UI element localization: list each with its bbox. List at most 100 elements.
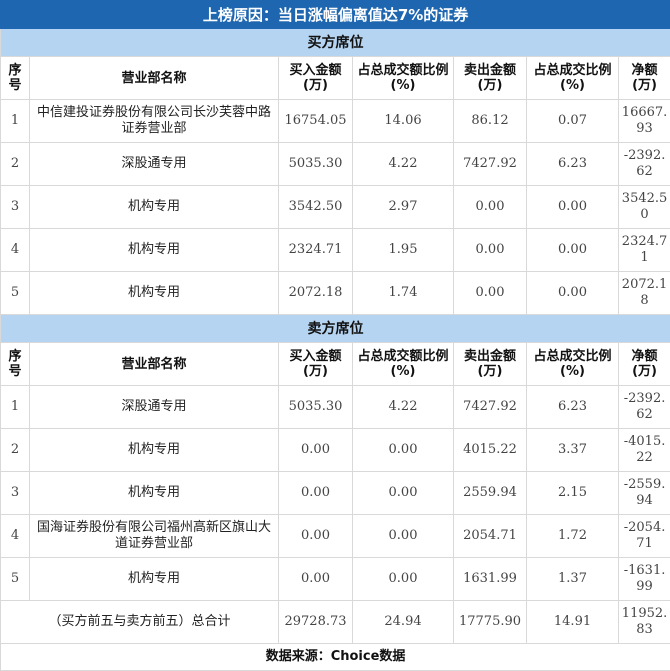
col-net-amount-cell: -2559.94: [619, 472, 670, 515]
col-buy-amount-cell: 2324.71: [279, 229, 353, 272]
col-buy-amount-cell: 5035.30: [279, 143, 353, 186]
col-buy-amount-cell: 0.00: [279, 429, 353, 472]
col-rank-cell: 2: [1, 429, 30, 472]
col-buy-amount-cell: 0.00: [279, 472, 353, 515]
col-sell-ratio-cell: 0.00: [527, 186, 619, 229]
col-buy-amount-cell: 5035.30: [279, 386, 353, 429]
col-rank-header: 序号: [1, 343, 30, 386]
total-label: （买方前五与卖方前五）总合计: [1, 601, 279, 644]
col-sell-amount-header: 卖出金额(万): [454, 57, 527, 100]
col-buy-ratio-cell: 1.95: [353, 229, 454, 272]
col-rank-cell: 3: [1, 472, 30, 515]
title-bar: 上榜原因：当日涨幅偏离值达7%的证券: [1, 1, 670, 29]
buy-section-header: 买方席位: [1, 29, 670, 57]
col-sell-amount-cell: 0.00: [454, 272, 527, 315]
col-net-amount-cell: 16667.93: [619, 100, 670, 143]
col-sell-ratio-cell: 0.00: [527, 272, 619, 315]
col-branch-name-cell: 机构专用: [30, 272, 279, 315]
col-net-amount-cell: -2054.71: [619, 515, 670, 558]
col-buy-ratio-cell: 0.00: [353, 429, 454, 472]
col-buy-ratio-total: 24.94: [353, 601, 454, 644]
footer-row: 数据来源：Choice数据: [1, 644, 670, 671]
col-branch-name-cell: 机构专用: [30, 229, 279, 272]
col-rank-cell: 4: [1, 229, 30, 272]
col-buy-ratio-cell: 0.00: [353, 472, 454, 515]
col-sell-amount-cell: 4015.22: [454, 429, 527, 472]
col-sell-amount-cell: 0.00: [454, 186, 527, 229]
col-sell-amount-cell: 86.12: [454, 100, 527, 143]
col-sell-ratio-cell: 6.23: [527, 143, 619, 186]
col-branch-name-cell: 机构专用: [30, 472, 279, 515]
col-net-amount-header: 净额(万): [619, 343, 670, 386]
col-rank-cell: 5: [1, 272, 30, 315]
data-source: 数据来源：Choice数据: [1, 644, 670, 671]
col-branch-name-header: 营业部名称: [30, 343, 279, 386]
col-sell-ratio-cell: 6.23: [527, 386, 619, 429]
col-sell-ratio-cell: 1.72: [527, 515, 619, 558]
col-buy-amount-total: 29728.73: [279, 601, 353, 644]
col-sell-amount-cell: 7427.92: [454, 386, 527, 429]
col-sell-amount-cell: 7427.92: [454, 143, 527, 186]
col-net-amount-cell: 3542.50: [619, 186, 670, 229]
col-sell-ratio-cell: 0.00: [527, 229, 619, 272]
col-buy-amount-header: 买入金额(万): [279, 343, 353, 386]
col-sell-ratio-cell: 1.37: [527, 558, 619, 601]
col-buy-ratio-cell: 2.97: [353, 186, 454, 229]
col-buy-ratio-header: 占总成交额比例(%): [353, 343, 454, 386]
col-branch-name-cell: 机构专用: [30, 429, 279, 472]
col-buy-ratio-cell: 14.06: [353, 100, 454, 143]
section-title: 买方席位: [1, 29, 670, 57]
col-net-amount-cell: -4015.22: [619, 429, 670, 472]
col-net-amount-cell: 2072.18: [619, 272, 670, 315]
col-branch-name-cell: 中信建投证券股份有限公司长沙芙蓉中路证券营业部: [30, 100, 279, 143]
col-buy-ratio-cell: 0.00: [353, 558, 454, 601]
col-buy-ratio-cell: 4.22: [353, 386, 454, 429]
col-rank-cell: 1: [1, 386, 30, 429]
col-buy-amount-cell: 3542.50: [279, 186, 353, 229]
col-net-amount-cell: -1631.99: [619, 558, 670, 601]
col-buy-ratio-header: 占总成交额比例(%): [353, 57, 454, 100]
col-branch-name-cell: 深股通专用: [30, 143, 279, 186]
col-sell-ratio-total: 14.91: [527, 601, 619, 644]
col-buy-amount-cell: 16754.05: [279, 100, 353, 143]
col-rank-header: 序号: [1, 57, 30, 100]
col-sell-amount-cell: 0.00: [454, 229, 527, 272]
col-net-amount-total: 11952.83: [619, 601, 670, 644]
col-rank-cell: 5: [1, 558, 30, 601]
sell-section-header: 卖方席位: [1, 315, 670, 343]
col-branch-name-cell: 机构专用: [30, 558, 279, 601]
col-branch-name-cell: 国海证券股份有限公司福州高新区旗山大道证券营业部: [30, 515, 279, 558]
section-title: 卖方席位: [1, 315, 670, 343]
col-rank-cell: 2: [1, 143, 30, 186]
col-sell-amount-header: 卖出金额(万): [454, 343, 527, 386]
col-buy-ratio-cell: 4.22: [353, 143, 454, 186]
col-net-amount-cell: 2324.71: [619, 229, 670, 272]
col-net-amount-header: 净额(万): [619, 57, 670, 100]
header-row: 序号营业部名称买入金额(万)占总成交额比例(%)卖出金额(万)占总成交比例(%)…: [1, 57, 670, 100]
col-sell-ratio-header: 占总成交比例(%): [527, 343, 619, 386]
col-branch-name-cell: 深股通专用: [30, 386, 279, 429]
col-sell-ratio-header: 占总成交比例(%): [527, 57, 619, 100]
col-buy-ratio-cell: 0.00: [353, 515, 454, 558]
col-sell-amount-cell: 2054.71: [454, 515, 527, 558]
col-sell-ratio-cell: 2.15: [527, 472, 619, 515]
col-buy-amount-cell: 2072.18: [279, 272, 353, 315]
col-sell-ratio-cell: 0.07: [527, 100, 619, 143]
col-buy-amount-cell: 0.00: [279, 558, 353, 601]
col-rank-cell: 4: [1, 515, 30, 558]
col-net-amount-cell: -2392.62: [619, 386, 670, 429]
col-buy-amount-cell: 0.00: [279, 515, 353, 558]
col-branch-name-cell: 机构专用: [30, 186, 279, 229]
col-net-amount-cell: -2392.62: [619, 143, 670, 186]
page-title: 上榜原因：当日涨幅偏离值达7%的证券: [1, 1, 670, 29]
col-branch-name-header: 营业部名称: [30, 57, 279, 100]
